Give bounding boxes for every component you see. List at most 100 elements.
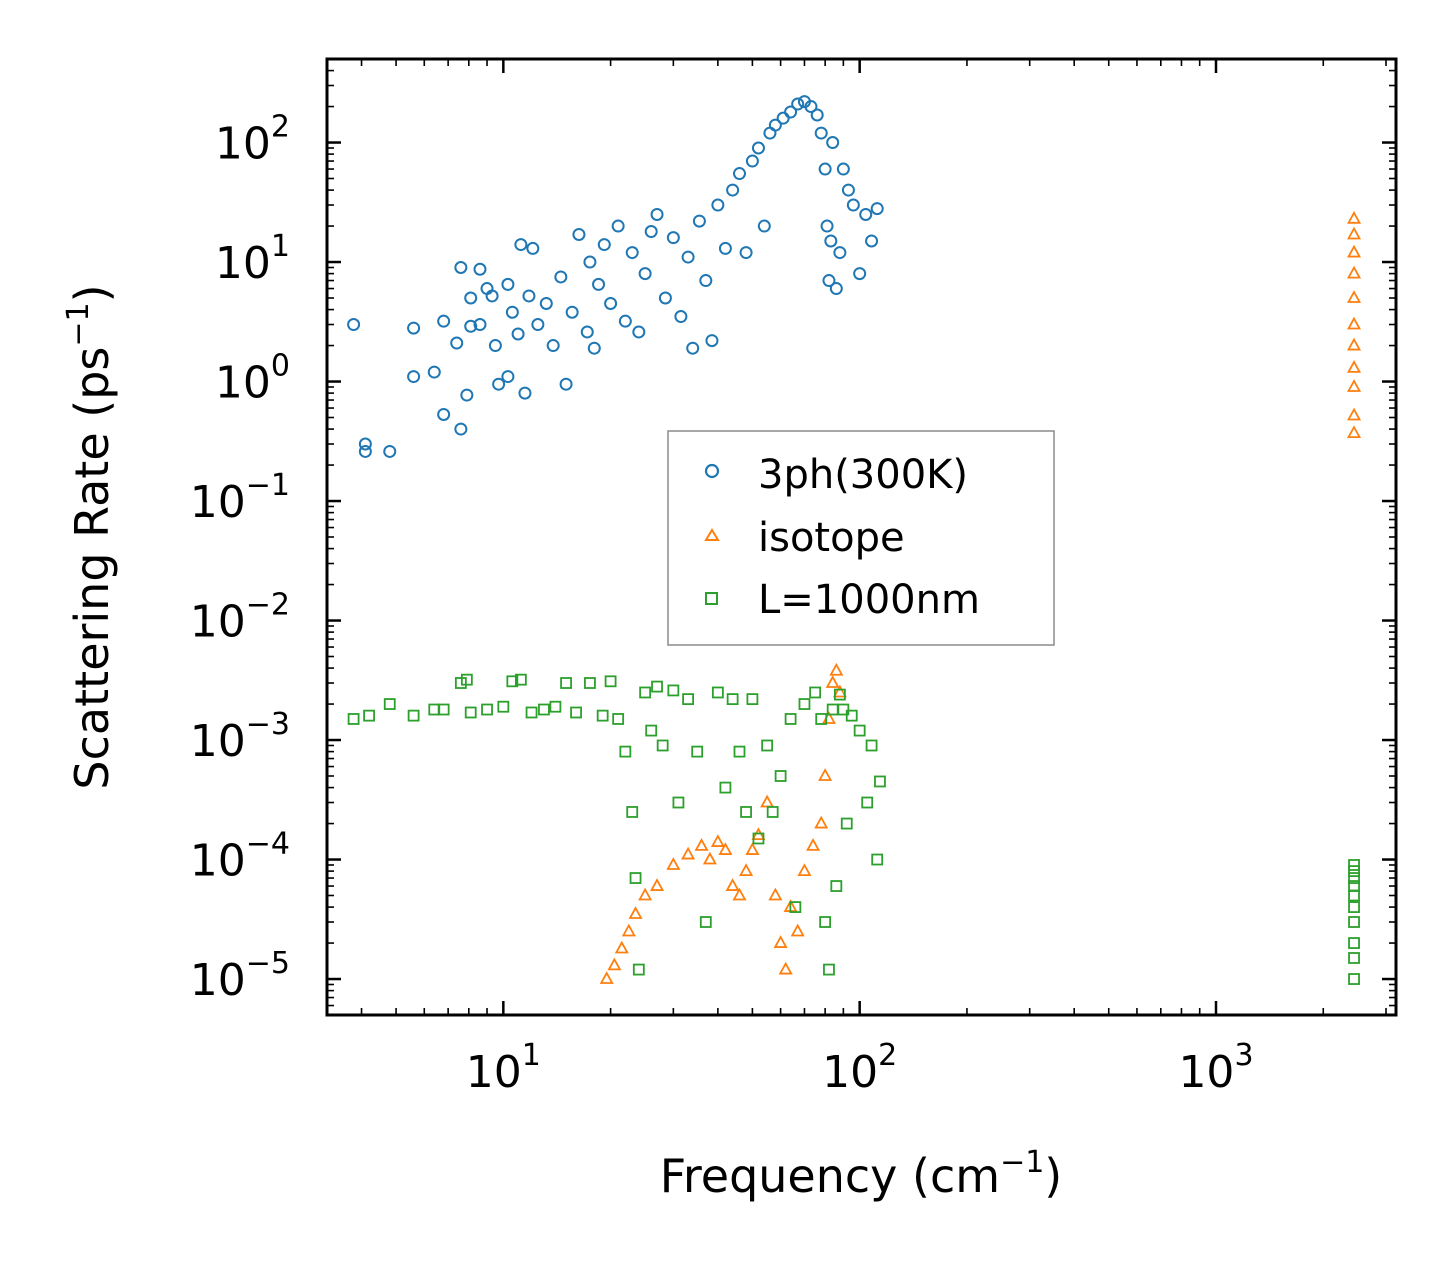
data-point	[407, 321, 421, 335]
data-point	[638, 887, 653, 901]
data-point	[732, 167, 746, 181]
data-point	[485, 289, 499, 303]
legend: 3ph(300K) isotope L=1000nm	[667, 430, 1055, 646]
data-point	[672, 796, 685, 809]
data-point	[1348, 872, 1360, 884]
data-point	[460, 388, 474, 402]
data-point	[681, 846, 696, 860]
data-point	[584, 677, 596, 689]
x-tick-label: 101	[466, 1038, 541, 1098]
data-point	[559, 377, 573, 391]
data-point	[757, 219, 771, 233]
data-point	[526, 241, 540, 255]
data-point	[718, 842, 733, 855]
data-point	[725, 878, 740, 891]
data-point	[437, 703, 450, 716]
y-tick-label: 100	[215, 349, 290, 409]
y-tick-label: 10−1	[190, 468, 290, 528]
data-point	[363, 709, 375, 722]
data-point	[625, 246, 639, 260]
data-point	[789, 901, 802, 913]
data-point	[790, 923, 805, 937]
data-point	[815, 713, 828, 725]
data-point	[825, 675, 840, 688]
data-point	[1347, 425, 1362, 439]
data-point	[638, 267, 652, 281]
y-tick-label: 10−4	[190, 827, 290, 887]
data-point	[454, 677, 467, 689]
data-point	[531, 318, 545, 332]
data-point	[814, 815, 829, 829]
data-point	[1347, 316, 1362, 330]
data-point	[599, 971, 614, 984]
data-point	[546, 339, 560, 353]
data-point	[1347, 244, 1362, 258]
data-point	[518, 386, 532, 400]
data-point	[614, 940, 629, 954]
data-point	[454, 260, 468, 274]
y-tick-label: 10−3	[190, 707, 290, 767]
data-point	[745, 154, 759, 168]
y-axis-label: Scattering Rate (ps−1)	[61, 284, 119, 789]
data-point	[711, 198, 725, 212]
data-point	[691, 745, 704, 758]
data-point	[791, 97, 805, 111]
data-point	[580, 325, 594, 339]
data-point	[739, 863, 754, 877]
data-point	[628, 906, 643, 919]
data-point	[718, 241, 732, 255]
data-point	[514, 673, 527, 686]
data-point	[837, 703, 850, 716]
data-point	[1347, 360, 1362, 373]
data-point	[1348, 865, 1360, 878]
legend-marker-3ph	[704, 463, 720, 479]
data-point	[358, 437, 372, 451]
data-point	[347, 713, 360, 725]
data-point	[347, 318, 361, 332]
data-point	[644, 225, 658, 239]
data-point	[549, 700, 562, 713]
data-point	[639, 686, 652, 699]
data-point	[814, 126, 828, 140]
data-point	[870, 202, 884, 216]
data-point	[501, 370, 515, 384]
data-point	[871, 853, 884, 866]
y-tick-label: 10−2	[190, 588, 290, 648]
data-point	[383, 444, 397, 458]
data-point	[711, 686, 724, 699]
data-point	[592, 277, 606, 291]
data-point	[853, 267, 867, 281]
legend-box	[667, 430, 1055, 646]
series-0	[347, 95, 884, 458]
data-point	[694, 838, 709, 851]
data-point	[836, 162, 850, 176]
data-point	[587, 341, 601, 355]
data-point	[583, 255, 597, 269]
data-point	[611, 219, 625, 233]
data-point	[833, 246, 847, 260]
data-point	[773, 935, 788, 948]
data-point	[407, 370, 421, 384]
data-point	[809, 686, 822, 699]
data-point	[833, 688, 846, 701]
data-point	[845, 709, 858, 722]
data-point	[650, 207, 664, 221]
tick-layer	[327, 58, 1396, 1015]
data-point	[505, 305, 519, 319]
legend-label-l1000nm: L=1000nm	[758, 577, 980, 623]
data-point	[427, 365, 441, 379]
data-point	[506, 675, 519, 688]
data-point	[826, 136, 840, 150]
data-point	[699, 274, 713, 288]
data-point	[733, 745, 746, 758]
x-tick-label: 102	[822, 1038, 897, 1098]
data-point	[751, 141, 765, 155]
data-point	[784, 105, 798, 119]
data-point	[604, 675, 617, 688]
y-tick-label: 10−5	[190, 946, 290, 1006]
data-point	[464, 706, 477, 719]
data-point	[1347, 265, 1362, 279]
data-point	[853, 724, 866, 737]
data-point	[818, 162, 832, 176]
data-point	[739, 246, 753, 260]
